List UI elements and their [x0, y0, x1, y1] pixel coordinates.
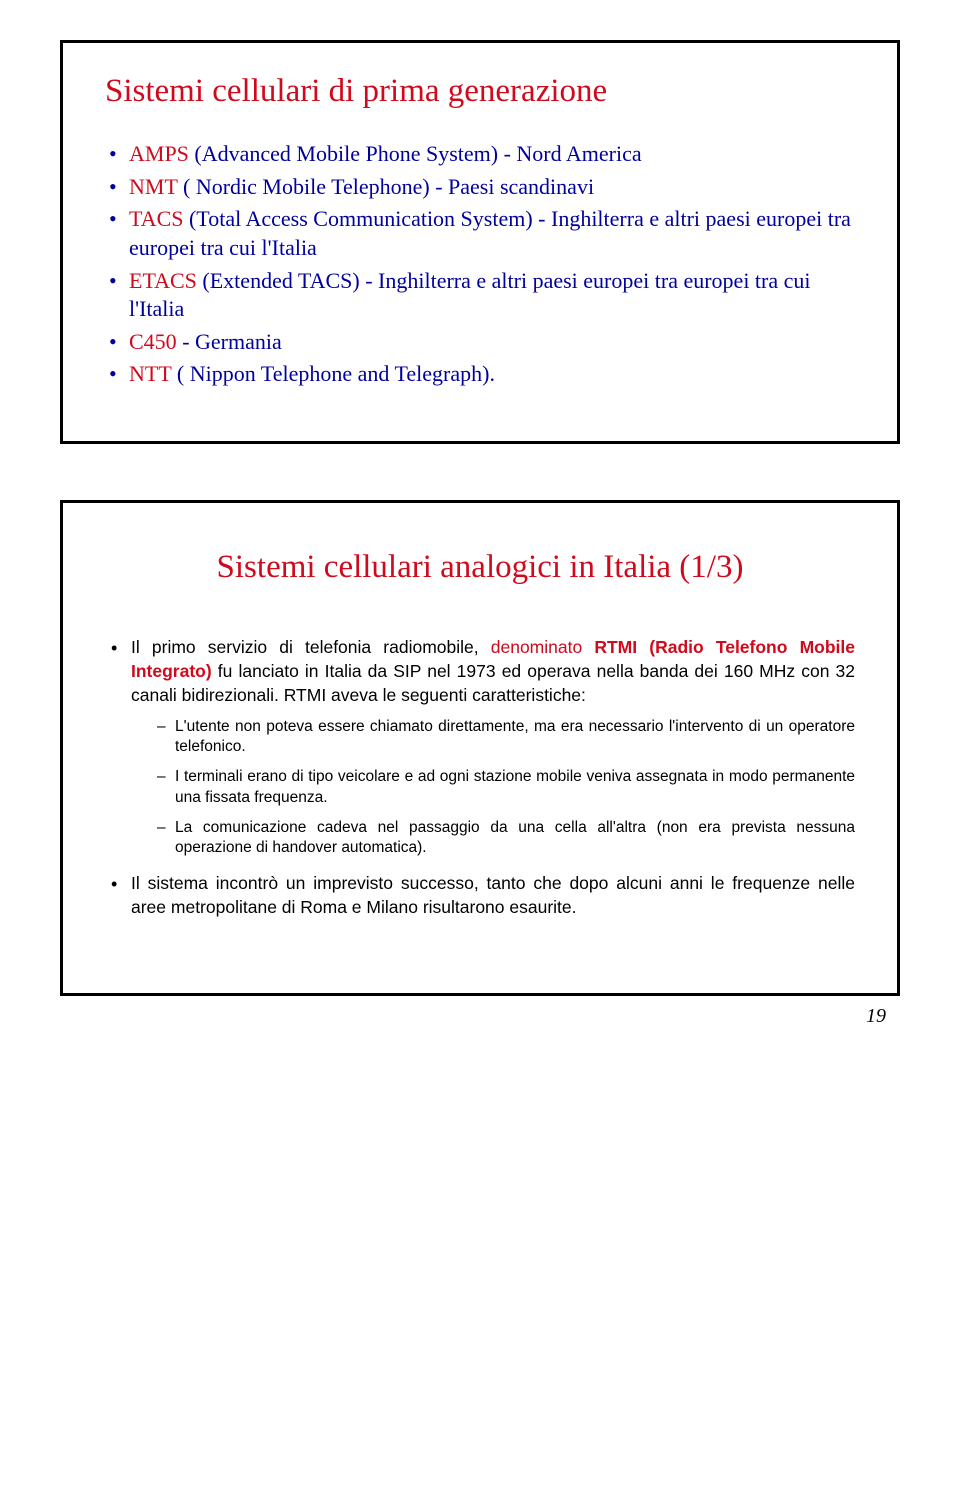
list-item: C450 - Germania — [105, 328, 855, 357]
list-item: AMPS (Advanced Mobile Phone System) - No… — [105, 140, 855, 169]
item-acronym: C450 — [129, 329, 177, 354]
sub-list-item: L'utente non poteva essere chiamato dire… — [157, 717, 855, 757]
list-item: ETACS (Extended TACS) - Inghilterra e al… — [105, 267, 855, 324]
slide-2-sublist: L'utente non poteva essere chiamato dire… — [131, 717, 855, 858]
item-acronym: NMT — [129, 174, 178, 199]
list-item: Il sistema incontrò un imprevisto succes… — [105, 872, 855, 919]
slide-2-list: Il primo servizio di telefonia radiomobi… — [105, 636, 855, 919]
slide-1-list: AMPS (Advanced Mobile Phone System) - No… — [105, 140, 855, 389]
item-text: (Total Access Communication System) - In… — [129, 206, 851, 260]
slide-1: Sistemi cellulari di prima generazione A… — [60, 40, 900, 444]
item-text: ( Nordic Mobile Telephone) - Paesi scand… — [178, 174, 595, 199]
item-text: ( Nippon Telephone and Telegraph). — [171, 361, 495, 386]
sub-list-item: I terminali erano di tipo veicolare e ad… — [157, 767, 855, 807]
list-item: TACS (Total Access Communication System)… — [105, 205, 855, 262]
item-acronym: ETACS — [129, 268, 197, 293]
bullet1-post: fu lanciato in Italia da SIP nel 1973 ed… — [131, 661, 855, 705]
item-text: - Germania — [177, 329, 282, 354]
slide-1-title: Sistemi cellulari di prima generazione — [105, 71, 855, 112]
list-item: NMT ( Nordic Mobile Telephone) - Paesi s… — [105, 173, 855, 202]
item-text: (Advanced Mobile Phone System) - Nord Am… — [189, 141, 642, 166]
sub-list-item: La comunicazione cadeva nel passaggio da… — [157, 818, 855, 858]
slide-2-title: Sistemi cellulari analogici in Italia (1… — [105, 547, 855, 588]
bullet1-pre: Il primo servizio di telefonia radiomobi… — [131, 637, 491, 657]
bullet1-red-prefix: denominato — [491, 637, 595, 657]
item-acronym: NTT — [129, 361, 171, 386]
page-number: 19 — [866, 1005, 886, 1028]
item-text: (Extended TACS) - Inghilterra e altri pa… — [129, 268, 811, 322]
list-item: NTT ( Nippon Telephone and Telegraph). — [105, 360, 855, 389]
item-acronym: AMPS — [129, 141, 189, 166]
slide-2: Sistemi cellulari analogici in Italia (1… — [60, 500, 900, 996]
list-item: Il primo servizio di telefonia radiomobi… — [105, 636, 855, 858]
item-acronym: TACS — [129, 206, 183, 231]
